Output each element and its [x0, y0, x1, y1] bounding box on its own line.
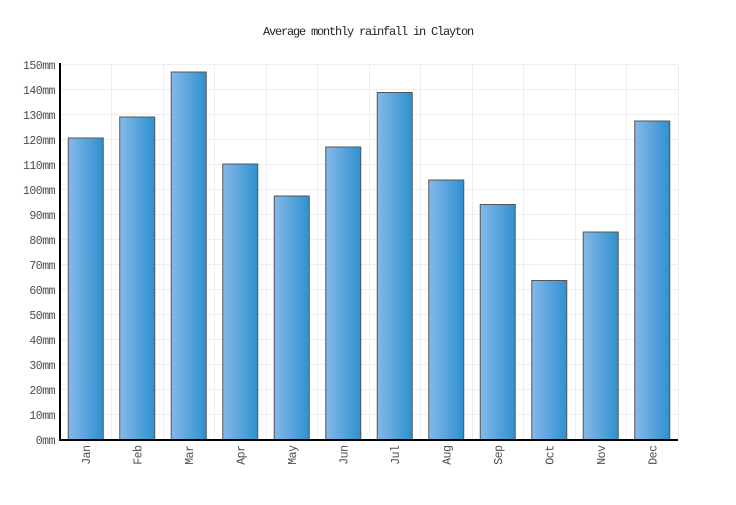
svg-text:130mm: 130mm — [23, 110, 56, 123]
svg-text:Feb: Feb — [132, 445, 145, 465]
svg-text:Nov: Nov — [596, 445, 609, 465]
svg-text:Jan: Jan — [81, 446, 94, 465]
svg-text:80mm: 80mm — [29, 235, 55, 248]
svg-text:Jul: Jul — [390, 445, 403, 465]
svg-text:Average monthly rainfall in Cl: Average monthly rainfall in Clayton — [263, 25, 474, 39]
svg-text:Sep: Sep — [493, 445, 506, 465]
svg-text:Mar: Mar — [184, 446, 197, 465]
svg-text:40mm: 40mm — [29, 335, 55, 348]
svg-text:150mm: 150mm — [23, 60, 56, 73]
svg-text:110mm: 110mm — [23, 160, 56, 173]
svg-text:Aug: Aug — [441, 446, 454, 465]
svg-text:90mm: 90mm — [29, 210, 55, 223]
svg-text:Jun: Jun — [338, 446, 351, 465]
svg-text:50mm: 50mm — [29, 310, 55, 323]
svg-text:10mm: 10mm — [29, 410, 55, 423]
svg-text:0mm: 0mm — [36, 435, 56, 448]
svg-text:70mm: 70mm — [29, 260, 55, 273]
svg-text:20mm: 20mm — [29, 385, 55, 398]
svg-text:30mm: 30mm — [29, 360, 55, 373]
svg-text:140mm: 140mm — [23, 85, 56, 98]
svg-text:120mm: 120mm — [23, 135, 56, 148]
svg-text:Dec: Dec — [647, 445, 660, 465]
svg-text:May: May — [287, 445, 300, 465]
svg-text:Oct: Oct — [544, 446, 557, 465]
svg-text:60mm: 60mm — [29, 285, 55, 298]
svg-text:100mm: 100mm — [23, 185, 56, 198]
svg-text:Apr: Apr — [235, 446, 248, 465]
